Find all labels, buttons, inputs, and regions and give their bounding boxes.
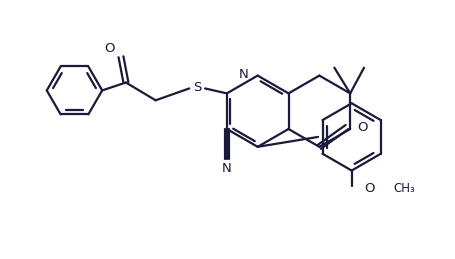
Text: N: N — [239, 68, 249, 81]
Text: O: O — [104, 42, 114, 55]
Text: O: O — [364, 182, 375, 195]
Text: O: O — [357, 120, 368, 134]
Text: S: S — [193, 81, 202, 94]
Text: N: N — [222, 162, 232, 175]
Text: CH₃: CH₃ — [393, 182, 415, 195]
